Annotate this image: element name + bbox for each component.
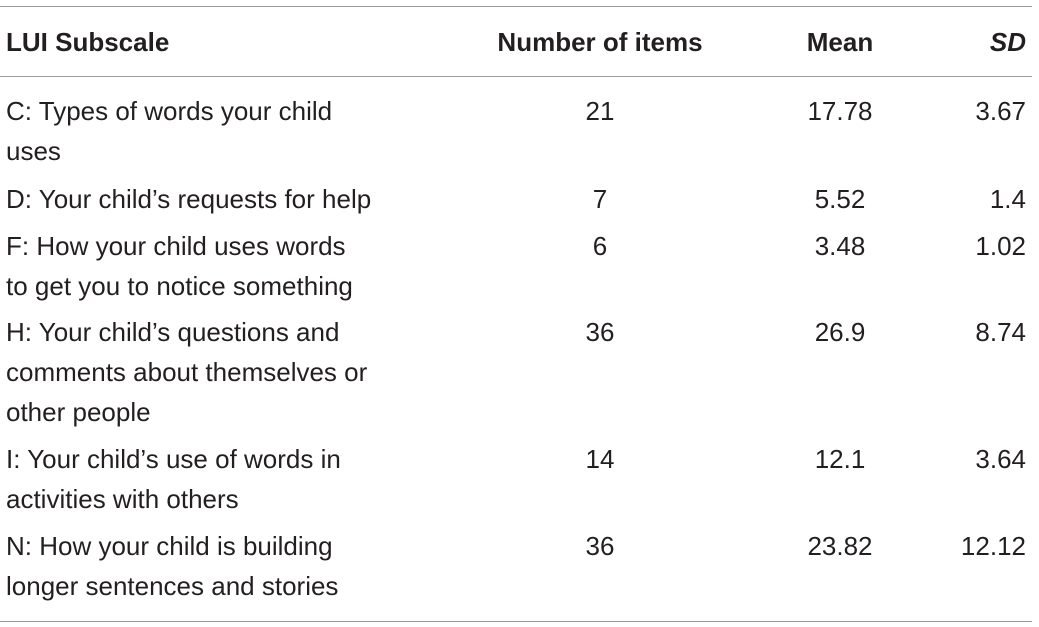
header-sd: SD xyxy=(989,27,1026,57)
row-mean: 26.9 xyxy=(814,317,866,347)
subscale-line: C: Types of words your child xyxy=(6,96,333,126)
row-mean: 23.82 xyxy=(807,531,873,561)
subscale-line: N: How your child is building xyxy=(6,531,333,561)
subscale-line: I: Your child’s use of words in xyxy=(6,444,341,474)
row-subscale-cell: I: Your child’s use of words in activiti… xyxy=(6,439,426,519)
row-mean: 12.1 xyxy=(814,444,866,474)
subscale-line: uses xyxy=(6,136,61,166)
subscale-line: comments about themselves or xyxy=(6,357,368,387)
header-subscale: LUI Subscale xyxy=(6,27,170,57)
row-sd: 1.4 xyxy=(989,184,1026,214)
row-sd: 3.64 xyxy=(975,444,1026,474)
row-subscale-cell: F: How your child uses words to get you … xyxy=(6,226,426,306)
table-header-row: LUI Subscale Number of items Mean SD xyxy=(0,22,1032,62)
row-mean: 3.48 xyxy=(814,231,866,261)
subscale-line: to get you to notice something xyxy=(6,271,353,301)
row-subscale-cell: H: Your child’s questions and comments a… xyxy=(6,312,426,432)
row-items: 21 xyxy=(585,96,615,126)
row-subscale-cell: C: Types of words your child uses xyxy=(6,91,426,171)
row-items: 36 xyxy=(585,317,615,347)
subscale-line: longer sentences and stories xyxy=(6,571,339,601)
row-sd: 3.67 xyxy=(975,96,1026,126)
subscale-line: other people xyxy=(6,397,151,427)
header-mean: Mean xyxy=(806,27,874,57)
row-items: 14 xyxy=(585,444,615,474)
subscale-line: activities with others xyxy=(6,484,239,514)
row-subscale-cell: D: Your child’s requests for help xyxy=(6,179,426,219)
subscale-line: H: Your child’s questions and xyxy=(6,317,340,347)
row-items: 6 xyxy=(592,231,608,261)
table-top-rule xyxy=(0,6,1032,7)
subscale-line: D: Your child’s requests for help xyxy=(6,184,372,214)
table-header-rule xyxy=(0,76,1032,77)
row-items: 7 xyxy=(592,184,608,214)
subscale-line: F: How your child uses words xyxy=(6,231,346,261)
row-sd: 8.74 xyxy=(975,317,1026,347)
row-mean: 5.52 xyxy=(814,184,866,214)
row-sd: 1.02 xyxy=(975,231,1026,261)
row-subscale-cell: N: How your child is building longer sen… xyxy=(6,526,426,606)
row-sd: 12.12 xyxy=(960,531,1026,561)
table-bottom-rule xyxy=(0,621,1032,622)
row-mean: 17.78 xyxy=(807,96,873,126)
header-number-of-items: Number of items xyxy=(497,27,703,57)
row-items: 36 xyxy=(585,531,615,561)
